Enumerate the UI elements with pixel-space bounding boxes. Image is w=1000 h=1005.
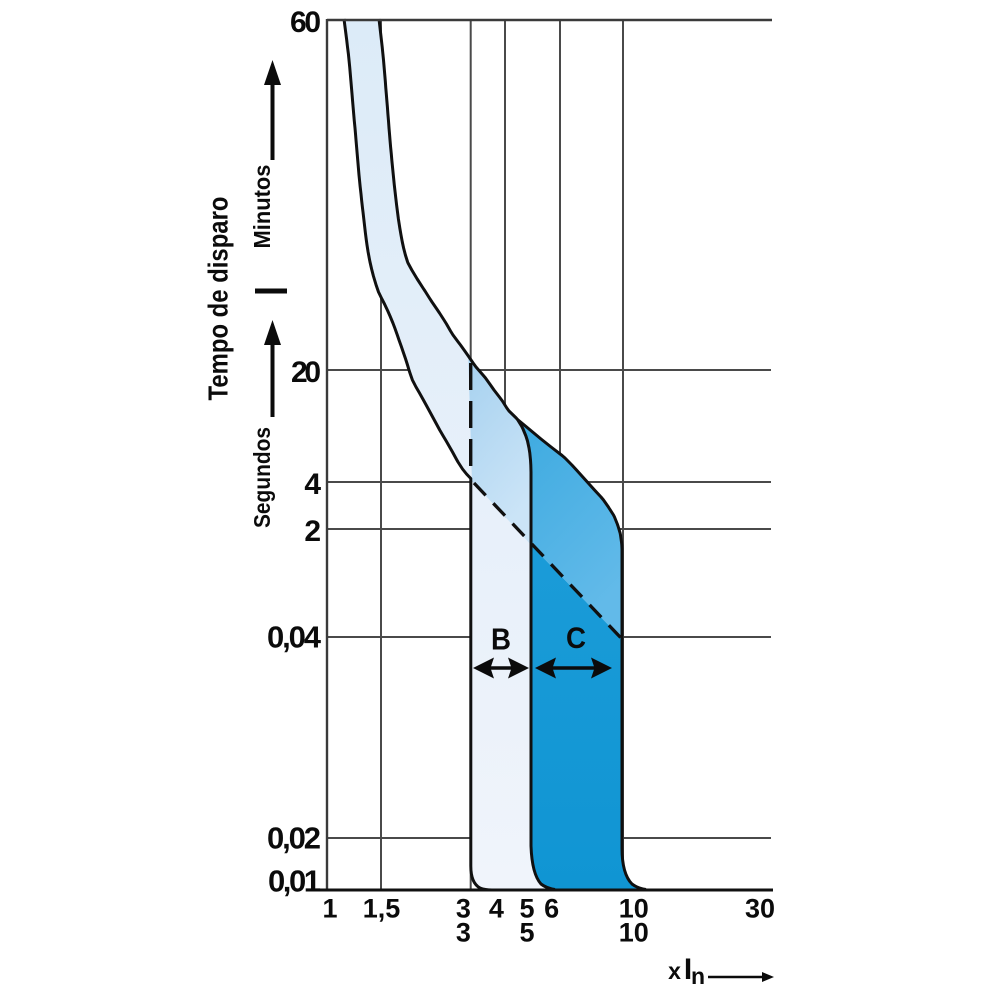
svg-text:5: 5	[519, 918, 534, 948]
svg-text:0,04: 0,04	[267, 620, 322, 655]
svg-text:x: x	[668, 958, 681, 984]
svg-text:0,01: 0,01	[268, 864, 321, 899]
svg-text:4: 4	[489, 894, 504, 924]
svg-text:Minutos: Minutos	[249, 165, 275, 249]
svg-text:3: 3	[456, 918, 471, 948]
svg-text:1,5: 1,5	[363, 894, 401, 924]
svg-text:Tempo de disparo: Tempo de disparo	[203, 197, 234, 401]
svg-text:10: 10	[619, 894, 649, 924]
svg-text:5: 5	[519, 894, 534, 924]
svg-text:3: 3	[456, 894, 471, 924]
svg-text:10: 10	[619, 918, 649, 948]
svg-text:4: 4	[304, 468, 321, 501]
svg-text:20: 20	[291, 356, 321, 389]
svg-text:0,02: 0,02	[267, 821, 321, 856]
svg-text:C: C	[566, 622, 586, 655]
svg-text:30: 30	[745, 894, 775, 924]
svg-text:2: 2	[304, 515, 321, 548]
svg-text:Segundos: Segundos	[249, 427, 275, 528]
svg-text:60: 60	[290, 6, 321, 39]
svg-text:n: n	[691, 963, 705, 989]
svg-text:6: 6	[544, 894, 559, 924]
svg-text:1: 1	[322, 894, 337, 924]
svg-text:B: B	[491, 622, 511, 657]
svg-text:I: I	[684, 953, 692, 986]
